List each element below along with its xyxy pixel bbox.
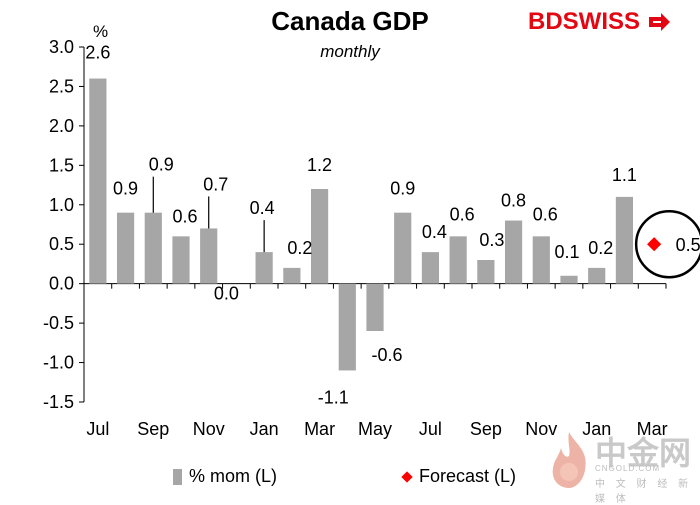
bar <box>338 283 356 371</box>
y-tick-label: 0.0 <box>49 274 74 294</box>
bar <box>394 212 412 284</box>
bar <box>560 275 578 284</box>
brand-logo: BDSWISS <box>528 8 671 36</box>
brand-logo-swiss: SWISS <box>562 8 641 35</box>
data-label: 0.0 <box>214 284 239 304</box>
bar <box>144 212 162 284</box>
x-tick-label: Nov <box>525 419 557 439</box>
y-tick-label: 1.5 <box>49 155 74 175</box>
bar <box>366 283 384 331</box>
y-unit-label: % <box>93 22 109 41</box>
data-label: 0.4 <box>250 198 275 218</box>
data-label: 0.8 <box>501 191 526 211</box>
x-tick-label: Sep <box>470 419 502 439</box>
legend-item-bars: % mom (L) <box>173 466 277 487</box>
bar <box>477 260 495 284</box>
data-label: 1.1 <box>612 165 637 185</box>
bar <box>532 236 550 284</box>
watermark: 中金网 CNGOLD.COM 中 文 财 经 新 媒 体 <box>545 428 695 505</box>
legend-forecast-swatch <box>401 470 413 483</box>
x-tick-label: Jul <box>86 419 109 439</box>
bar <box>504 220 523 284</box>
y-tick-label: -1.5 <box>43 392 74 412</box>
data-label: 1.2 <box>307 155 332 175</box>
y-tick-label: 3.0 <box>49 37 74 57</box>
bar <box>200 228 218 284</box>
brand-logo-bd: BD <box>528 8 563 35</box>
x-tick-label: Jan <box>582 419 611 439</box>
x-tick-label: Mar <box>304 419 335 439</box>
data-label: 0.9 <box>113 179 138 199</box>
x-tick-label: Mar <box>637 419 668 439</box>
y-tick-label: -0.5 <box>43 313 74 333</box>
bar <box>255 252 273 284</box>
y-tick-label: 2.5 <box>49 76 74 96</box>
bar <box>588 267 606 284</box>
bar <box>449 236 467 284</box>
y-tick-label: 2.0 <box>49 116 74 136</box>
bar <box>89 78 107 284</box>
flame-logo-icon <box>552 432 586 488</box>
data-label: 0.6 <box>450 204 475 224</box>
data-label: 0.7 <box>203 174 228 194</box>
x-tick-label: Jul <box>419 419 442 439</box>
data-label: -0.6 <box>371 345 402 365</box>
brand-arrow-icon <box>648 13 670 31</box>
forecast-marker <box>647 237 662 252</box>
legend-bar-swatch <box>173 468 182 485</box>
watermark-tagline: 中 文 财 经 新 媒 体 <box>595 479 693 505</box>
data-label: 0.2 <box>588 238 613 258</box>
chart-subtitle: monthly <box>320 42 380 61</box>
watermark-site: CNGOLD.COM <box>595 464 661 473</box>
data-label: 0.6 <box>172 206 197 226</box>
legend-item-forecast: Forecast (L) <box>401 466 517 487</box>
data-label: 0.2 <box>287 238 312 258</box>
y-tick-label: -1.0 <box>43 353 74 373</box>
watermark-name: 中金网 <box>595 434 692 472</box>
data-label: 0.1 <box>554 242 579 262</box>
data-label: 0.9 <box>390 179 415 199</box>
y-tick-label: 0.5 <box>49 234 74 254</box>
bar <box>615 196 634 284</box>
bar <box>283 267 301 284</box>
bar <box>172 236 190 284</box>
chart-title: Canada GDP <box>271 6 429 36</box>
legend-forecast-label: Forecast (L) <box>419 466 517 486</box>
x-tick-label: May <box>358 419 392 439</box>
x-tick-label: Jan <box>250 419 279 439</box>
x-tick-label: Nov <box>193 419 225 439</box>
y-tick-label: 1.0 <box>49 195 74 215</box>
x-tick-label: Sep <box>137 419 169 439</box>
data-label: 0.3 <box>479 230 504 250</box>
data-label: 2.6 <box>85 43 110 63</box>
bar <box>310 189 329 284</box>
data-label: -1.1 <box>318 387 349 407</box>
bar <box>116 212 135 284</box>
forecast-highlight-circle <box>634 209 700 279</box>
data-label: 0.9 <box>149 155 174 175</box>
bar <box>421 252 440 284</box>
forecast-label: 0.5 <box>676 235 700 255</box>
legend-bar-label: % mom (L) <box>189 466 278 486</box>
data-label: 0.4 <box>422 222 447 242</box>
data-label: 0.6 <box>533 204 558 224</box>
